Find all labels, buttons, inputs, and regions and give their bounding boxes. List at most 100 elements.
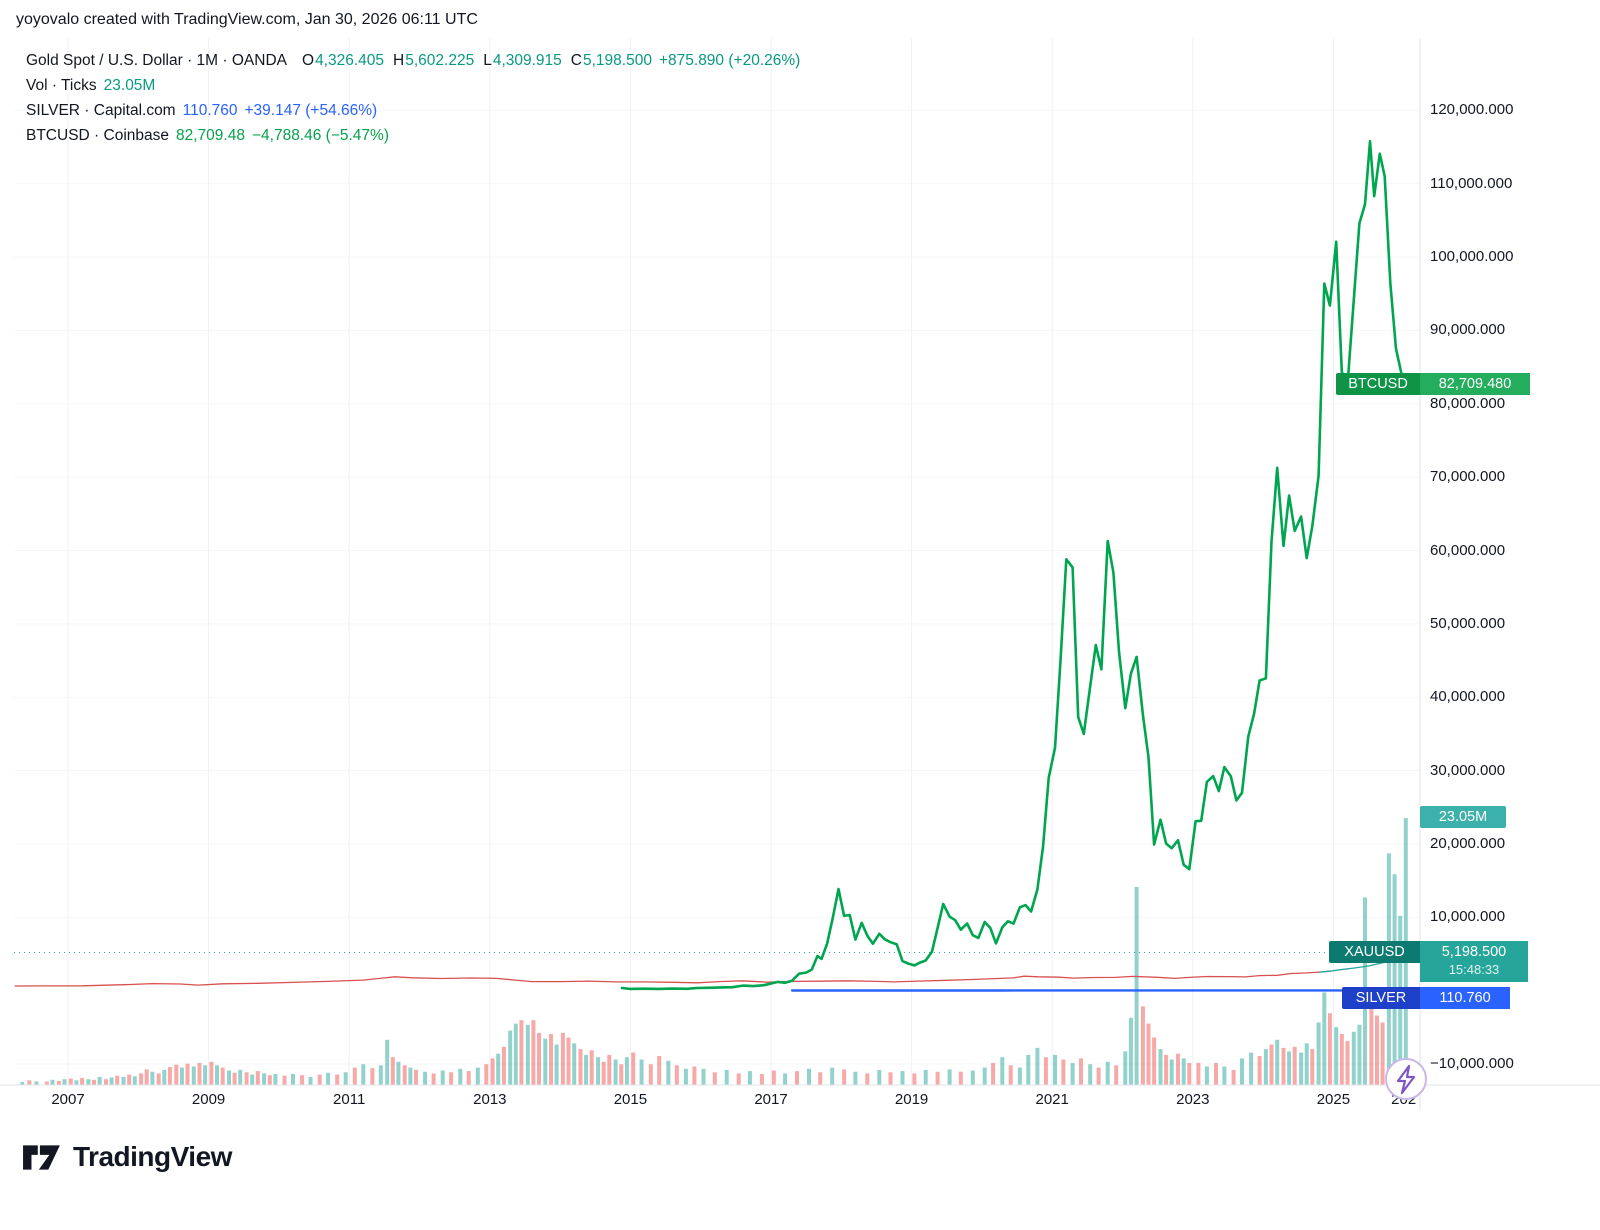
close-value: 5,198.500 <box>583 52 652 69</box>
time-axis-label: 2025 <box>1316 1091 1351 1108</box>
volume-bar <box>80 1078 85 1085</box>
chart-legend: Gold Spot / U.S. Dollar · 1M · OANDA O 4,… <box>26 50 800 147</box>
volume-bar <box>423 1071 428 1085</box>
volume-bar <box>191 1066 196 1085</box>
lightning-badge <box>1385 1058 1427 1100</box>
volume-bar <box>648 1064 653 1085</box>
xauusd-symbol-tag: XAUUSD <box>1329 941 1420 963</box>
volume-bar <box>543 1038 548 1085</box>
volume-bar <box>1140 1006 1145 1085</box>
volume-bar <box>537 1032 541 1085</box>
volume-bar <box>1000 1057 1005 1085</box>
volume-bar <box>1196 1063 1201 1085</box>
volume-bar <box>1079 1058 1083 1085</box>
volume-bar <box>657 1056 662 1085</box>
volume-bar <box>572 1043 577 1085</box>
volume-bar <box>1181 1058 1186 1085</box>
volume-bar <box>68 1078 73 1085</box>
volume-bar <box>584 1054 589 1085</box>
volume-bar <box>525 1024 530 1085</box>
volume-bar <box>783 1073 788 1085</box>
price-axis-label: −10,000.000 <box>1430 1054 1514 1072</box>
open-label: O <box>302 52 315 69</box>
volume-bar <box>174 1064 179 1085</box>
silver-line <box>790 988 1407 992</box>
volume-bar <box>982 1067 987 1085</box>
volume-bar <box>490 1058 495 1085</box>
btc-label: BTCUSD · Coinbase <box>26 127 169 144</box>
volume-bar <box>326 1072 331 1085</box>
volume-bar <box>150 1071 155 1085</box>
xauusd-line <box>14 970 1331 987</box>
volume-bar <box>1088 1064 1093 1085</box>
legend-row-volume[interactable]: Vol · Ticks 23.05M <box>26 75 800 97</box>
volume-bar <box>197 1063 202 1085</box>
xauusd-price-value: 5,198.500 <box>1441 944 1507 960</box>
time-axis-label: 2019 <box>894 1091 929 1108</box>
legend-row-silver[interactable]: SILVER · Capital.com 110.760 +39.147 (+5… <box>26 100 800 122</box>
volume-bar <box>877 1069 882 1085</box>
volume-bar <box>86 1079 91 1085</box>
volume-bar <box>991 1063 996 1085</box>
tradingview-logo[interactable]: TradingView <box>22 1140 232 1174</box>
volume-bar <box>589 1050 594 1085</box>
volume-label: Vol · Ticks <box>26 77 97 94</box>
btc-change: −4,788.46 (−5.47%) <box>251 127 389 144</box>
volume-bar <box>109 1077 114 1085</box>
volume-bar <box>724 1069 729 1085</box>
volume-bar <box>1123 1051 1128 1085</box>
volume-bar <box>1158 1049 1163 1085</box>
volume-bar <box>62 1079 67 1085</box>
volume-bar <box>408 1067 413 1085</box>
volume-bar <box>56 1080 61 1085</box>
price-axis-label: 110,000.000 <box>1430 174 1513 192</box>
volume-bar <box>912 1073 917 1085</box>
volume-bar <box>317 1074 322 1085</box>
volume-bar <box>203 1065 208 1085</box>
volume-bar <box>1128 1017 1133 1085</box>
silver-label: SILVER · Capital.com <box>26 102 176 119</box>
xauusd-price-label: XAUUSD 5,198.500 15:48:33 <box>1329 941 1528 982</box>
volume-bar <box>888 1072 893 1085</box>
volume-bar <box>484 1064 489 1085</box>
volume-bar <box>262 1073 267 1085</box>
volume-bar <box>830 1067 835 1085</box>
volume-bar <box>1214 1063 1218 1085</box>
volume-bar <box>1152 1037 1157 1085</box>
volume-bar <box>74 1080 79 1085</box>
legend-row-btc[interactable]: BTCUSD · Coinbase 82,709.48 −4,788.46 (−… <box>26 125 800 147</box>
price-chart-plot[interactable] <box>0 0 1600 1115</box>
silver-last-price: 110.760 <box>1420 987 1510 1009</box>
volume-bar <box>807 1068 811 1085</box>
volume-bar <box>759 1074 764 1085</box>
legend-row-gold[interactable]: Gold Spot / U.S. Dollar · 1M · OANDA O 4,… <box>26 50 800 72</box>
volume-bar <box>596 1057 601 1085</box>
volume-bar <box>639 1059 644 1085</box>
volume-bar <box>1035 1047 1040 1085</box>
volume-bar <box>179 1067 184 1085</box>
volume-bar <box>156 1073 161 1085</box>
volume-bar <box>50 1079 55 1085</box>
xauusd-last-price: 5,198.500 15:48:33 <box>1420 941 1528 982</box>
volume-bar <box>273 1074 278 1085</box>
volume-bar <box>554 1044 559 1085</box>
open-value: 4,326.405 <box>315 52 385 69</box>
volume-bar <box>1176 1053 1180 1085</box>
volume-bar <box>631 1052 636 1085</box>
volume-value: 23.05M <box>103 77 156 94</box>
price-axis-label: 100,000.000 <box>1430 248 1514 266</box>
volume-bar <box>513 1023 518 1085</box>
volume-bar <box>370 1068 375 1085</box>
volume-bar <box>607 1054 612 1085</box>
volume-bar <box>475 1067 480 1085</box>
price-axis-label: 120,000.000 <box>1430 101 1514 119</box>
time-axis-label: 2007 <box>51 1091 85 1108</box>
volume-bar <box>947 1069 952 1085</box>
volume-bar <box>215 1065 219 1085</box>
volume-bar <box>1392 874 1397 1085</box>
volume-bar <box>683 1068 688 1085</box>
volume-bar <box>300 1075 305 1085</box>
volume-bar <box>1287 1051 1292 1085</box>
price-axis-label: 90,000.000 <box>1430 321 1506 339</box>
volume-bar <box>97 1076 102 1085</box>
